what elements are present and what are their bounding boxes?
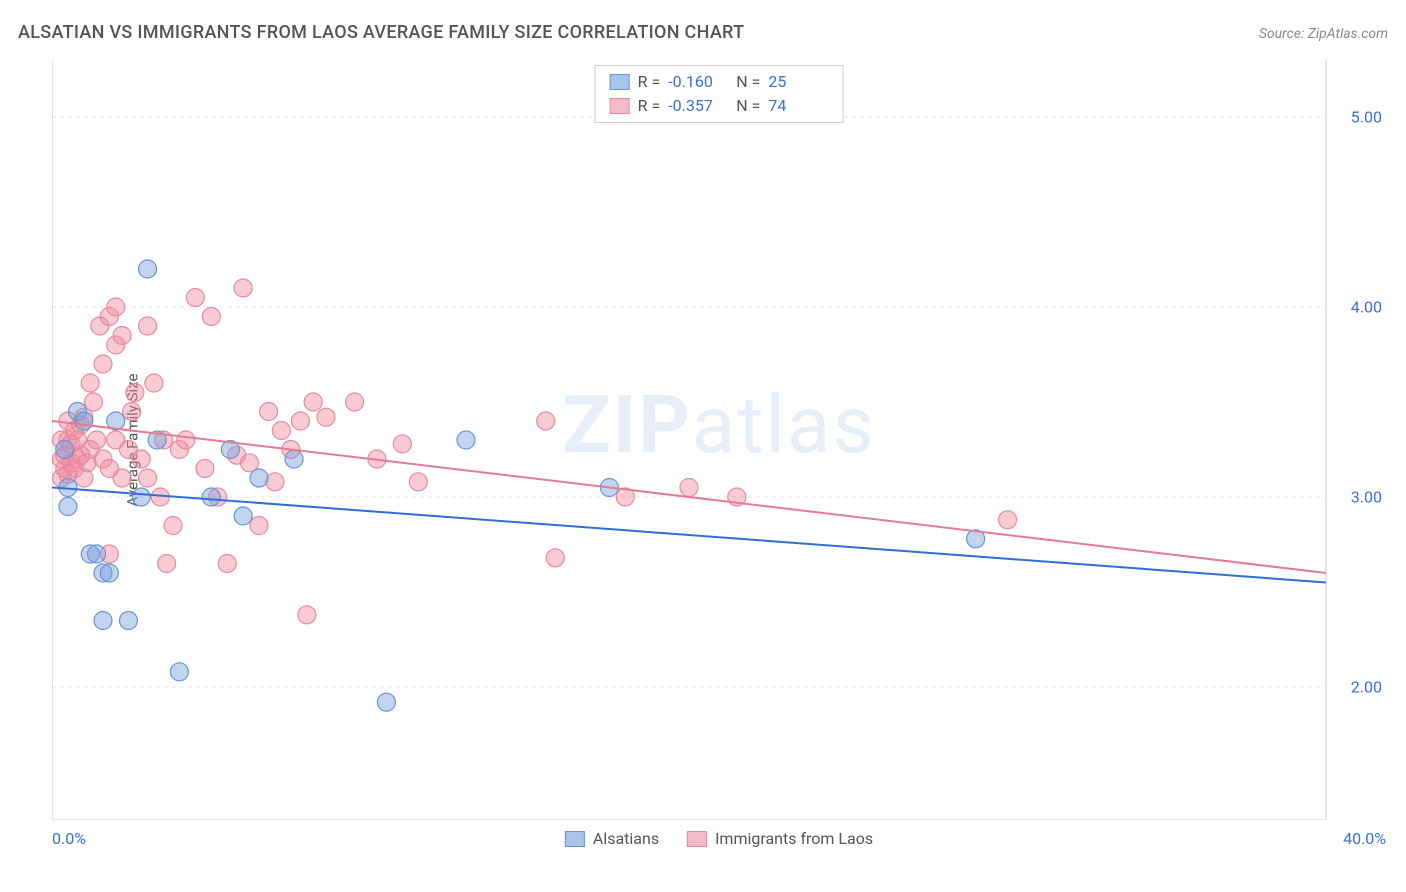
legend-label: Immigrants from Laos [715,829,873,848]
legend-swatch [610,74,630,90]
x-max-label: 40.0% [1343,829,1386,848]
n-label: N = [736,70,760,94]
source-attribution: Source: ZipAtlas.com [1259,26,1388,42]
scatter-plot: Average Family Size ZIPatlas R =-0.160N … [52,60,1386,820]
n-value: 25 [768,70,828,94]
y-tick-label: 4.00 [1351,298,1386,317]
legend-swatch [565,831,585,847]
legend-stat-row: R = -0.357 N = 74 [610,94,829,118]
n-label: N = [736,94,760,118]
r-value: -0.160 [668,70,728,94]
y-tick-label: 5.00 [1351,108,1386,127]
correlation-legend: R = -0.160 N = 25 R = -0.357 N = 74 [595,65,844,123]
chart-title: ALSATIAN VS IMMIGRANTS FROM LAOS AVERAGE… [18,22,744,43]
r-label: R = [638,94,661,118]
legend-swatch [687,831,707,847]
legend-item: Immigrants from Laos [687,829,873,848]
legend-swatch [610,98,630,114]
r-label: R = [638,70,661,94]
x-min-label: 0.0% [52,829,86,848]
chart-canvas [52,60,1386,820]
legend-stat-row: R = -0.160 N = 25 [610,70,829,94]
y-tick-label: 2.00 [1351,678,1386,697]
legend-item: Alsatians [565,829,659,848]
n-value: 74 [768,94,828,118]
r-value: -0.357 [668,94,728,118]
series-legend: Alsatians Immigrants from Laos [565,829,873,848]
y-tick-label: 3.00 [1351,488,1386,507]
legend-label: Alsatians [593,829,659,848]
